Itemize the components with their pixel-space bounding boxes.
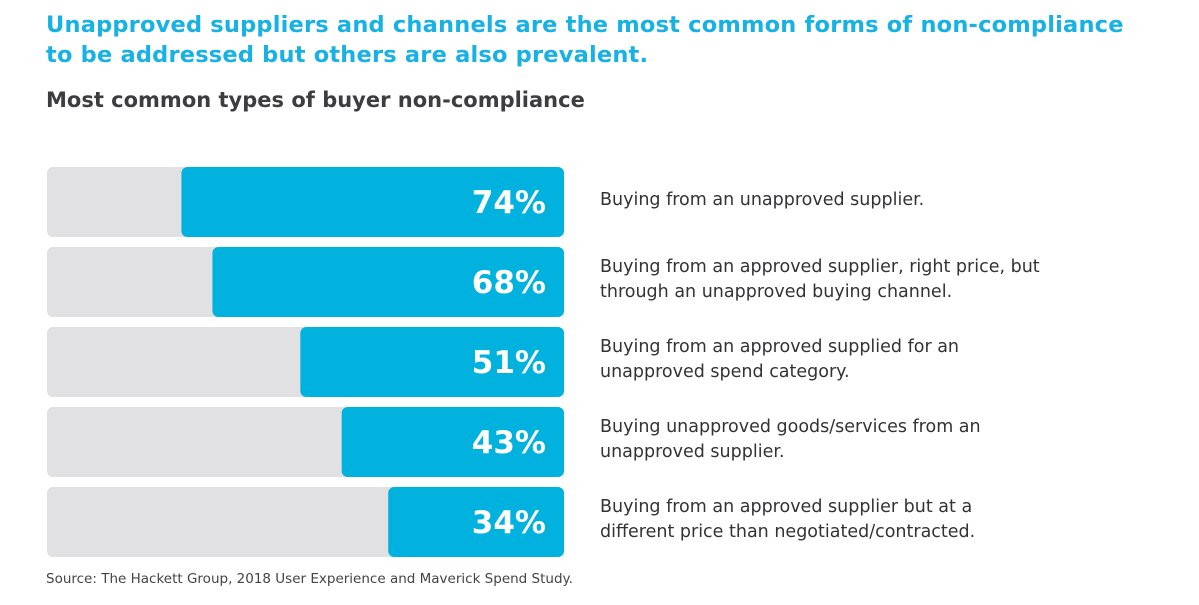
category-label: Buying unapproved goods/services from an… (600, 417, 981, 462)
category-label: Buying from an approved supplier but at … (600, 497, 976, 542)
source-note: Source: The Hackett Group, 2018 User Exp… (46, 571, 573, 587)
data-label: 34% (472, 505, 546, 541)
data-label: 68% (472, 265, 546, 301)
bar (341, 407, 564, 477)
bar (388, 487, 564, 557)
bar (212, 247, 564, 317)
bar (181, 167, 565, 237)
bar (300, 327, 564, 397)
category-label: Buying from an approved supplied for an … (600, 337, 960, 382)
data-label: 43% (472, 425, 546, 461)
data-label: 74% (472, 185, 546, 221)
category-label: Buying from an approved supplier, right … (600, 257, 1040, 302)
data-label: 51% (472, 345, 546, 381)
chart-title: Most common types of buyer non-complianc… (46, 88, 585, 112)
category-label: Buying from an unapproved supplier. (600, 189, 925, 210)
headline: Unapproved suppliers and channels are th… (46, 12, 1124, 68)
